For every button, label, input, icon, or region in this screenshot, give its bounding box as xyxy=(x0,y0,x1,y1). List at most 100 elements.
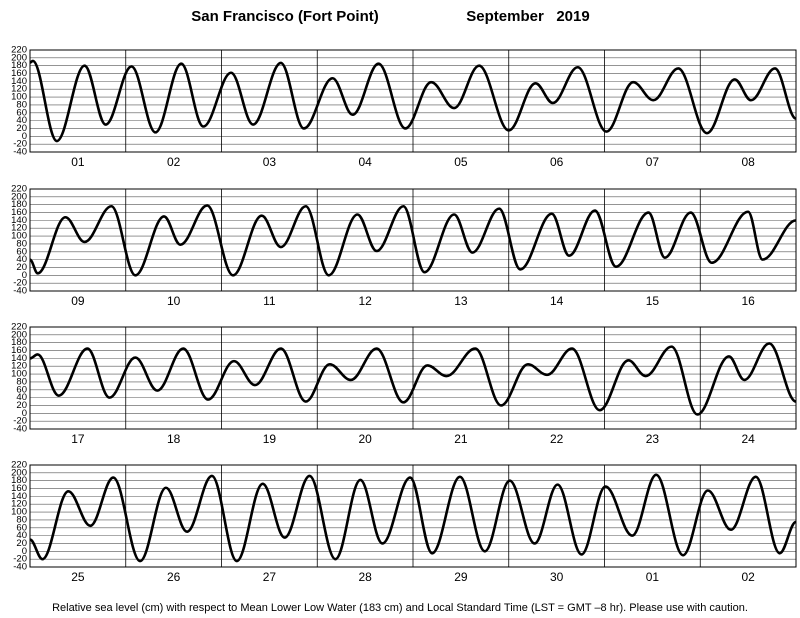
y-tick-label: 200 xyxy=(11,329,27,340)
y-tick-label: 160 xyxy=(11,207,27,218)
y-tick-label: 140 xyxy=(11,491,27,502)
x-tick-label: 20 xyxy=(358,432,372,446)
x-tick-label: 29 xyxy=(454,570,468,584)
chart-period: September 2019 xyxy=(466,8,589,25)
y-tick-label: 40 xyxy=(16,392,27,403)
y-tick-label: -20 xyxy=(13,416,27,427)
x-tick-label: 11 xyxy=(263,294,276,308)
x-tick-label: 12 xyxy=(358,294,372,308)
y-tick-label: 40 xyxy=(16,530,27,541)
x-tick-label: 05 xyxy=(454,155,468,169)
x-tick-label: 22 xyxy=(550,432,564,446)
y-tick-label: 60 xyxy=(16,246,27,257)
y-tick-label: 0 xyxy=(22,131,27,142)
y-tick-label: 120 xyxy=(11,223,27,234)
y-tick-label: -40 xyxy=(13,286,27,297)
y-tick-label: 140 xyxy=(11,353,27,364)
y-tick-label: 180 xyxy=(11,60,27,71)
y-tick-label: 160 xyxy=(11,483,27,494)
y-tick-label: 80 xyxy=(16,514,27,525)
y-tick-label: 180 xyxy=(11,475,27,486)
y-tick-label: 140 xyxy=(11,215,27,226)
y-tick-label: -40 xyxy=(13,562,27,573)
x-tick-label: 10 xyxy=(167,294,181,308)
x-tick-label: 26 xyxy=(167,570,181,584)
y-tick-label: 80 xyxy=(16,99,27,110)
x-tick-label: 28 xyxy=(358,570,372,584)
y-tick-label: 180 xyxy=(11,337,27,348)
x-tick-label: 02 xyxy=(741,570,755,584)
y-tick-label: 60 xyxy=(16,522,27,533)
y-tick-label: 20 xyxy=(16,538,27,549)
y-tick-label: 120 xyxy=(11,361,27,372)
x-tick-label: 01 xyxy=(646,570,660,584)
y-tick-label: 160 xyxy=(11,345,27,356)
y-tick-label: 0 xyxy=(22,270,27,281)
x-tick-label: 30 xyxy=(550,570,564,584)
y-tick-label: 80 xyxy=(16,238,27,249)
x-tick-label: 21 xyxy=(454,432,468,446)
y-tick-label: 60 xyxy=(16,384,27,395)
y-tick-label: 160 xyxy=(11,68,27,79)
chart-title: San Francisco (Fort Point) xyxy=(191,8,379,25)
tide-line xyxy=(30,473,796,563)
tide-line xyxy=(30,59,796,143)
y-tick-label: 180 xyxy=(11,199,27,210)
y-tick-label: -20 xyxy=(13,139,27,150)
x-tick-label: 17 xyxy=(71,432,85,446)
plot-frame xyxy=(29,326,797,430)
tide-line xyxy=(30,342,796,416)
x-tick-label: 09 xyxy=(71,294,85,308)
y-tick-label: 40 xyxy=(16,115,27,126)
x-tick-label: 27 xyxy=(263,570,277,584)
y-tick-label: 100 xyxy=(11,507,27,518)
y-tick-label: -40 xyxy=(13,147,27,158)
y-tick-label: -20 xyxy=(13,554,27,565)
y-tick-label: 100 xyxy=(11,92,27,103)
plot-frame xyxy=(29,49,797,153)
x-tick-label: 08 xyxy=(741,155,755,169)
x-tick-label: 16 xyxy=(741,294,755,308)
y-tick-label: 120 xyxy=(11,499,27,510)
footnote: Relative sea level (cm) with respect to … xyxy=(52,602,748,614)
x-tick-label: 07 xyxy=(646,155,660,169)
y-tick-label: 140 xyxy=(11,76,27,87)
y-tick-label: 100 xyxy=(11,369,27,380)
x-tick-label: 24 xyxy=(741,432,755,446)
plot-frame xyxy=(29,464,797,568)
x-tick-label: 04 xyxy=(358,155,372,169)
x-tick-label: 14 xyxy=(550,294,564,308)
y-tick-label: 0 xyxy=(22,408,27,419)
x-tick-label: 02 xyxy=(167,155,181,169)
y-tick-label: 20 xyxy=(16,400,27,411)
x-tick-label: 03 xyxy=(263,155,277,169)
y-tick-label: 20 xyxy=(16,262,27,273)
plot-frame xyxy=(29,188,797,292)
x-tick-label: 13 xyxy=(454,294,468,308)
x-tick-label: 18 xyxy=(167,432,181,446)
y-tick-label: 0 xyxy=(22,546,27,557)
y-tick-label: 200 xyxy=(11,467,27,478)
y-tick-label: 20 xyxy=(16,123,27,134)
x-tick-label: 01 xyxy=(71,155,85,169)
x-tick-label: 25 xyxy=(71,570,85,584)
y-tick-label: 80 xyxy=(16,376,27,387)
y-tick-label: 100 xyxy=(11,231,27,242)
x-tick-label: 06 xyxy=(550,155,564,169)
y-tick-label: 220 xyxy=(11,322,27,333)
y-tick-label: -20 xyxy=(13,278,27,289)
x-tick-label: 19 xyxy=(263,432,277,446)
x-tick-label: 15 xyxy=(646,294,660,308)
x-tick-label: 23 xyxy=(646,432,660,446)
y-tick-label: 200 xyxy=(11,191,27,202)
y-tick-label: 220 xyxy=(11,184,27,195)
y-tick-label: -40 xyxy=(13,424,27,435)
y-tick-label: 120 xyxy=(11,84,27,95)
y-tick-label: 40 xyxy=(16,254,27,265)
tide-line xyxy=(30,204,796,277)
y-tick-label: 220 xyxy=(11,45,27,56)
y-tick-label: 60 xyxy=(16,107,27,118)
y-tick-label: 220 xyxy=(11,460,27,471)
y-tick-label: 200 xyxy=(11,52,27,63)
